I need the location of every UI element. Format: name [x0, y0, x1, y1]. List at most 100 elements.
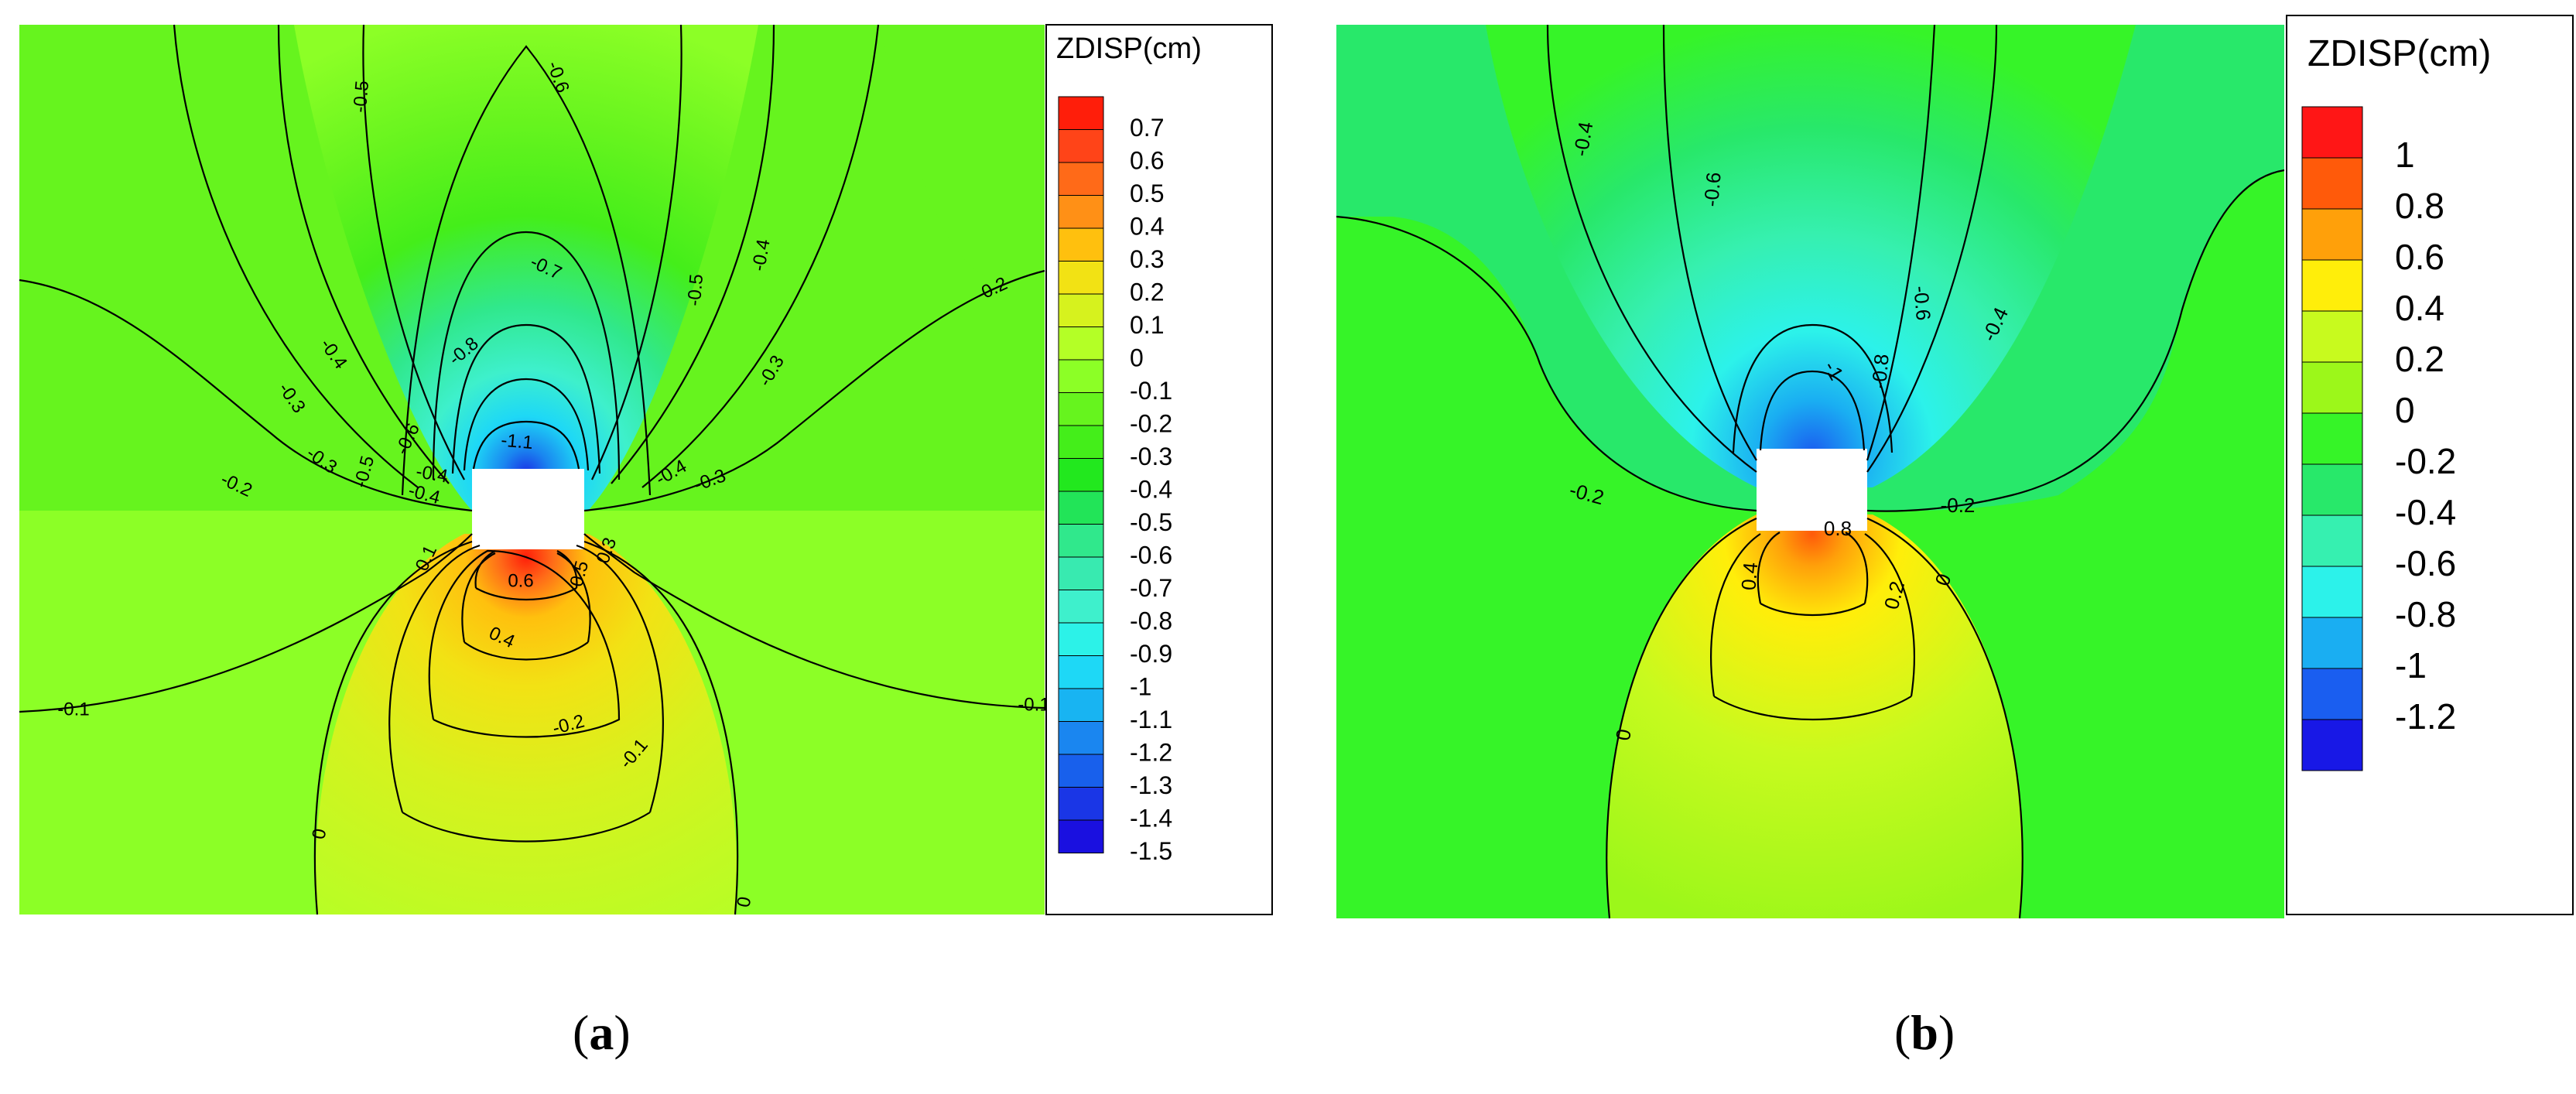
colorbar-tick-label: -1.5: [1130, 837, 1172, 865]
panel-b-caption: (b): [1894, 1004, 1955, 1062]
colorbar-ticks: 1 0.8 0.6 0.4 0.2 0 -0.2 -0.4 -0.6 -0.8 -1 -1.2: [2395, 135, 2456, 737]
colorbar-swatch: [1058, 655, 1104, 689]
contour-label: -0.5: [350, 80, 374, 114]
colorbar-tick-label: -0.5: [1130, 508, 1172, 536]
colorbar-swatch: [2301, 361, 2363, 414]
colorbar-swatch: [1058, 622, 1104, 656]
colorbar-swatch: [2301, 617, 2363, 669]
colorbar-swatch: [1058, 293, 1104, 327]
colorbar-tick-label: -0.7: [1130, 574, 1172, 602]
colorbar-tick-label: 0.4: [1130, 212, 1164, 240]
colorbar-swatch: [2301, 566, 2363, 618]
caption-close: ): [1938, 1005, 1955, 1060]
panel-a-positive-lobe: [315, 534, 737, 915]
panel-b-opening: [1757, 449, 1867, 531]
colorbar-swatch: [1058, 491, 1104, 525]
contour-label: -0.5: [684, 273, 708, 307]
colorbar-swatch: [1058, 129, 1104, 163]
colorbar-swatch: [2301, 515, 2363, 567]
colorbar-swatch: [2301, 310, 2363, 363]
colorbar-swatch: [2301, 463, 2363, 516]
colorbar-swatch: [1058, 162, 1104, 196]
colorbar-swatch: [1058, 819, 1104, 853]
contour-label: -0.6: [1699, 171, 1726, 207]
panel-a-caption: (a): [573, 1004, 631, 1062]
contour-label: -0.1: [1018, 694, 1049, 715]
colorbar-swatch: [1058, 556, 1104, 590]
colorbar-tick-label: 0: [1130, 344, 1144, 371]
colorbar-title: ZDISP(cm): [2307, 33, 2491, 74]
colorbar-swatch: [1058, 688, 1104, 722]
caption-close: ): [614, 1005, 631, 1060]
colorbar-swatches: [1058, 96, 1104, 853]
colorbar-tick-label: -0.6: [2395, 543, 2456, 583]
colorbar-swatch: [2301, 259, 2363, 312]
panel-a-upper-field: [174, 25, 1045, 279]
colorbar-swatch: [1058, 787, 1104, 821]
caption-open: (: [573, 1005, 590, 1060]
panel-a-contour-lines: [19, 24, 1045, 915]
colorbar-ticks: 0.7 0.6 0.5 0.4 0.3 0.2 0.1 0 -0.1 -0.2 -0.3 -0.4 -0…: [1130, 114, 1172, 865]
contour-label: -0.8: [1867, 353, 1894, 389]
colorbar-swatch: [2301, 412, 2363, 465]
colorbar-tick-label: 0.2: [1130, 278, 1164, 306]
colorbar-tick-label: 0.8: [2395, 186, 2444, 226]
contour-label: 0: [1611, 727, 1636, 742]
colorbar-swatch: [1058, 96, 1104, 130]
colorbar-tick-label: 0: [2395, 390, 2415, 430]
colorbar-tick-label: 0.2: [2395, 339, 2444, 379]
colorbar-tick-label: -1.3: [1130, 771, 1172, 799]
colorbar-swatch: [1058, 195, 1104, 229]
caption-open: (: [1894, 1005, 1911, 1060]
colorbar-tick-label: -1.1: [1130, 706, 1172, 733]
colorbar-tick-label: -0.8: [1130, 607, 1172, 634]
colorbar-swatch: [2301, 719, 2363, 771]
panel-a: -0.6 -0.5 -0.5 -0.4 -0.7 -0.5 -0.4 -0.2 …: [19, 24, 1273, 915]
colorbar-tick-label: -1.2: [1130, 738, 1172, 766]
panel-b-contour-lines: [1336, 24, 2285, 919]
colorbar-tick-label: 0.7: [1130, 114, 1164, 142]
panel-b: -0.4 -0.6 -0.6 -0.4 -1 -0.8 -0.2 -0.2 0.…: [1336, 15, 2574, 919]
colorbar-tick-label: -0.9: [1130, 640, 1172, 668]
colorbar-swatch: [1058, 261, 1104, 295]
colorbar-tick-label: 0.3: [1130, 245, 1164, 273]
colorbar-tick-label: -1: [2395, 645, 2427, 685]
panel-b-colorbar: ZDISP(cm) 1 0.8 0.6 0.4 0.2 0 -0.2 -0.4 -0.6 -0.8…: [2286, 15, 2574, 915]
colorbar-tick-label: -1: [1130, 672, 1151, 700]
contour-label: 0.8: [1824, 517, 1852, 540]
colorbar-swatch: [1058, 326, 1104, 361]
colorbar-swatches: [2301, 106, 2363, 771]
panel-a-opening: [472, 469, 584, 549]
contour-label: 0.4: [1736, 561, 1762, 591]
colorbar-tick-label: 0.6: [2395, 237, 2444, 277]
colorbar-swatch: [1058, 359, 1104, 393]
colorbar-tick-label: -0.3: [1130, 443, 1172, 470]
colorbar-tick-label: -1.4: [1130, 804, 1172, 832]
contour-label: -0.1: [57, 699, 89, 720]
caption-letter: b: [1911, 1005, 1938, 1060]
panel-b-positive-lobe: [1606, 515, 2023, 918]
panel-b-negative-lobe: [1486, 25, 2136, 487]
colorbar-tick-label: -0.6: [1130, 541, 1172, 569]
colorbar-tick-label: 0.1: [1130, 311, 1164, 339]
contour-label: 0: [308, 827, 330, 841]
colorbar-tick-label: 1: [2395, 135, 2415, 175]
colorbar-tick-label: -0.2: [1130, 409, 1172, 437]
colorbar-swatch: [1058, 524, 1104, 558]
colorbar-tick-label: -0.4: [2395, 492, 2456, 532]
caption-letter: a: [589, 1005, 614, 1060]
colorbar-tick-label: -0.8: [2395, 594, 2456, 634]
colorbar-tick-label: 0.6: [1130, 146, 1164, 174]
contour-label: -0.6: [1909, 285, 1935, 321]
colorbar-swatch: [1058, 425, 1104, 459]
colorbar-swatch: [2301, 668, 2363, 720]
colorbar-tick-label: -0.4: [1130, 475, 1172, 503]
contour-label: 0: [733, 895, 755, 909]
colorbar-tick-label: -1.2: [2395, 696, 2456, 737]
contour-label: -0.1: [1018, 694, 1049, 715]
colorbar-swatch: [1058, 721, 1104, 755]
colorbar-tick-label: 0.4: [2395, 288, 2444, 328]
colorbar-swatch: [2301, 106, 2363, 159]
colorbar-swatch: [1058, 590, 1104, 624]
